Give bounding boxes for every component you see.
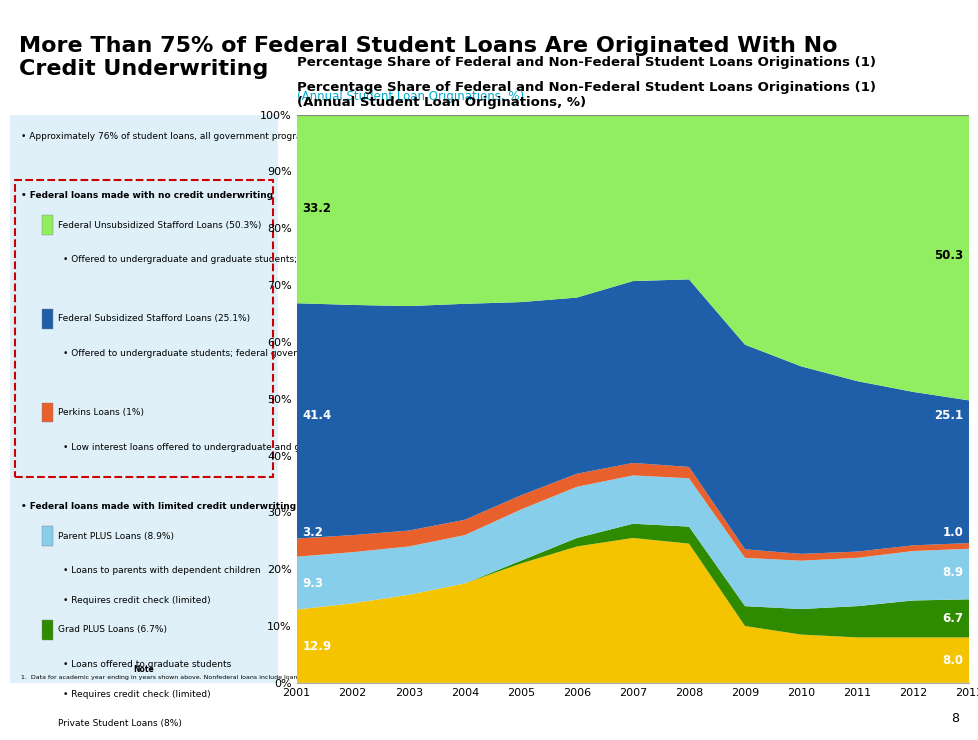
Text: 12.9: 12.9: [302, 639, 332, 653]
Text: 9.3: 9.3: [302, 577, 323, 590]
Text: 8.9: 8.9: [942, 565, 962, 579]
Text: 1.  Data for academic year ending in years shown above. Nonfederal loans include: 1. Data for academic year ending in year…: [21, 675, 657, 680]
Text: Percentage Share of Federal and Non-Federal Student Loans Originations (1): Percentage Share of Federal and Non-Fede…: [296, 56, 874, 69]
Text: Perkins Loans (1%): Perkins Loans (1%): [58, 408, 144, 417]
Text: • Loans to parents with dependent children: • Loans to parents with dependent childr…: [64, 566, 261, 575]
Text: 6.7: 6.7: [942, 612, 962, 625]
Text: Note: Note: [133, 665, 155, 674]
Text: Grad PLUS Loans (6.7%): Grad PLUS Loans (6.7%): [58, 625, 167, 634]
Text: Percentage Share of Federal and Non-Federal Student Loans Originations (1)
(Annu: Percentage Share of Federal and Non-Fede…: [296, 81, 874, 110]
Text: • Offered to undergraduate students; federal government pays the interest while : • Offered to undergraduate students; fed…: [64, 349, 515, 358]
Text: Parent PLUS Loans (8.9%): Parent PLUS Loans (8.9%): [58, 532, 174, 541]
Text: 3.2: 3.2: [302, 525, 323, 539]
Text: 33.2: 33.2: [302, 202, 331, 215]
Text: • Requires credit check (limited): • Requires credit check (limited): [64, 690, 211, 699]
Text: 41.4: 41.4: [302, 409, 332, 423]
Text: • Requires credit check (limited): • Requires credit check (limited): [64, 596, 211, 605]
Text: Federal Subsidized Stafford Loans (25.1%): Federal Subsidized Stafford Loans (25.1%…: [58, 314, 250, 323]
Text: • Approximately 76% of student loans, all government programs, were originated i: • Approximately 76% of student loans, al…: [21, 132, 600, 141]
Text: • Federal loans made with no credit underwriting: • Federal loans made with no credit unde…: [21, 191, 272, 200]
Text: 1.0: 1.0: [942, 525, 962, 539]
Text: 8: 8: [951, 712, 958, 725]
Bar: [42, 713, 53, 733]
Bar: [42, 215, 53, 235]
Text: More Than 75% of Federal Student Loans Are Originated With No
Credit Underwritin: More Than 75% of Federal Student Loans A…: [20, 36, 837, 79]
Bar: [42, 526, 53, 546]
Text: • Offered to undergraduate and graduate students; interest accrues while in scho: • Offered to undergraduate and graduate …: [64, 255, 443, 264]
Bar: [42, 403, 53, 423]
Text: 50.3: 50.3: [934, 249, 962, 262]
Text: • Low interest loans offered to undergraduate and graduate students with excepti: • Low interest loans offered to undergra…: [64, 443, 523, 451]
Text: Federal Unsubsidized Stafford Loans (50.3%): Federal Unsubsidized Stafford Loans (50.…: [58, 221, 261, 229]
Text: 25.1: 25.1: [934, 409, 962, 423]
Bar: [42, 309, 53, 329]
Text: • Federal loans made with limited credit underwriting: • Federal loans made with limited credit…: [21, 502, 295, 511]
Text: 8.0: 8.0: [942, 653, 962, 667]
Bar: [42, 620, 53, 639]
Text: Private Student Loans (8%): Private Student Loans (8%): [58, 719, 182, 728]
Text: • Loans offered to graduate students: • Loans offered to graduate students: [64, 660, 232, 669]
FancyBboxPatch shape: [10, 115, 278, 683]
Text: (Annual Student Loan Originations, %): (Annual Student Loan Originations, %): [296, 90, 523, 103]
